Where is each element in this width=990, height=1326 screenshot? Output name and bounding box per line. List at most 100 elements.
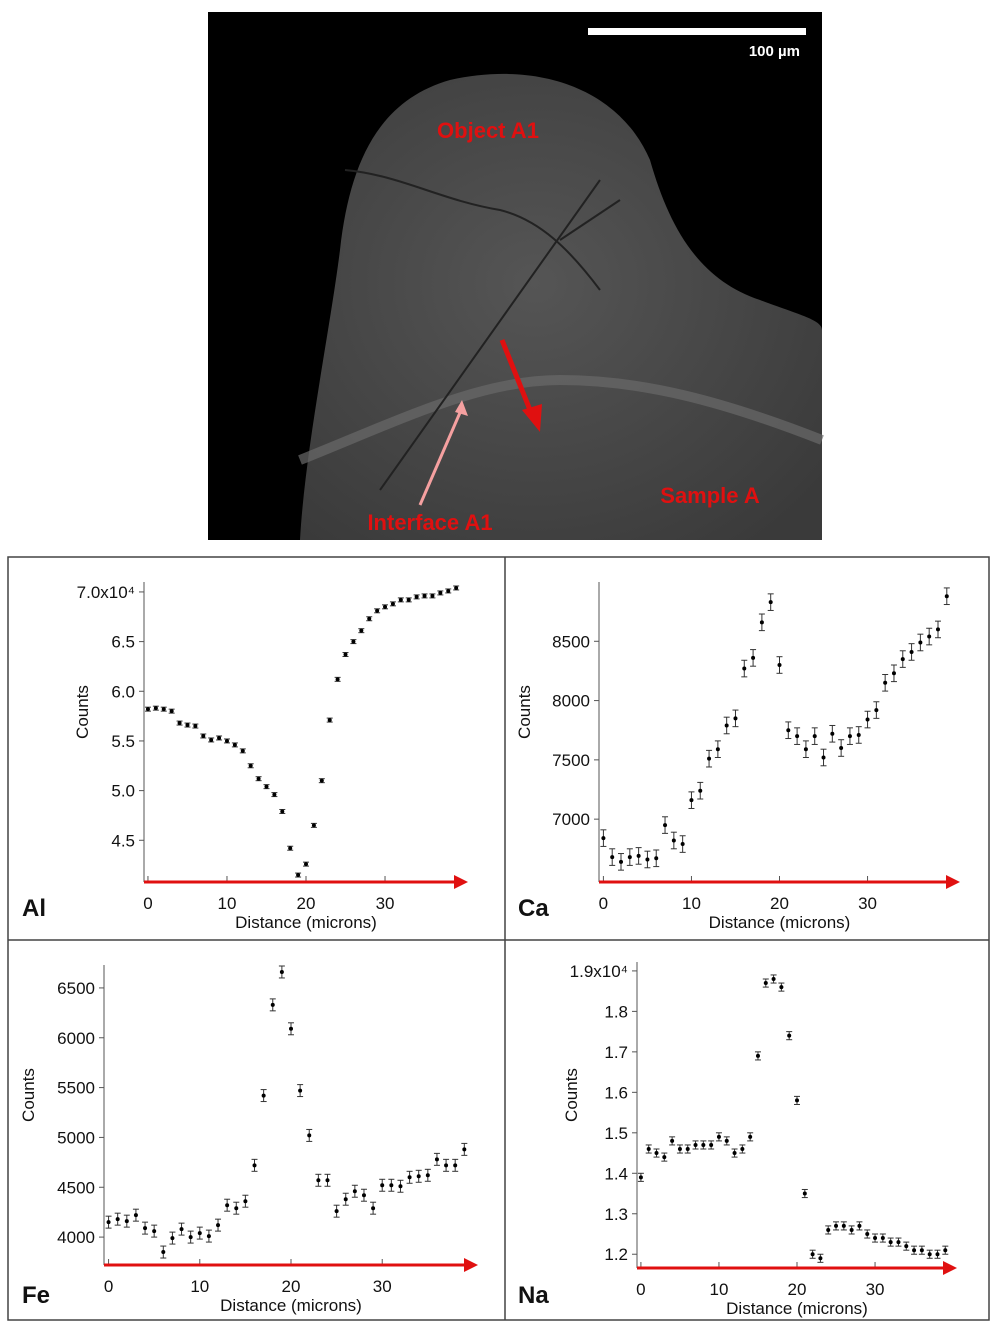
data-point [145, 707, 150, 712]
data-point [724, 723, 729, 728]
data-point [179, 1227, 184, 1232]
y-tick-label: 8000 [552, 692, 590, 711]
panel-label: Na [518, 1282, 549, 1309]
data-point [434, 1157, 439, 1162]
data-point [335, 677, 340, 682]
data-point [732, 1151, 737, 1156]
data-point [654, 856, 659, 861]
data-point [935, 1252, 940, 1257]
x-tick-label: 20 [770, 894, 789, 913]
data-point [304, 862, 308, 867]
region-label: Interface A1 [367, 510, 492, 535]
data-point [201, 733, 206, 738]
data-point [325, 1178, 330, 1183]
data-point [759, 620, 764, 625]
data-point [133, 1213, 138, 1218]
x-tick-label: 0 [636, 1280, 645, 1299]
data-point [645, 857, 650, 862]
data-point [193, 724, 198, 729]
panel-label: Ca [518, 895, 549, 922]
data-point [438, 590, 443, 595]
data-point [416, 1174, 421, 1179]
micrograph: 100 µm Object A1 Interface A1 Sample A [208, 12, 824, 541]
data-point [398, 1184, 403, 1189]
data-point [261, 1093, 266, 1098]
data-point [351, 639, 356, 644]
data-point [865, 717, 870, 722]
data-point [627, 855, 632, 860]
data-point [918, 640, 923, 645]
data-point [865, 1232, 870, 1236]
x-axis-label: Distance (microns) [220, 1296, 362, 1315]
y-tick-label: 1.2 [604, 1245, 628, 1264]
data-point [298, 1088, 303, 1093]
y-axis-label: Counts [19, 1068, 38, 1122]
data-point [709, 1142, 714, 1147]
y-tick-label: 5500 [57, 1079, 95, 1098]
y-tick-label: 7500 [552, 751, 590, 770]
data-point [896, 1240, 901, 1245]
region-label: Sample A [660, 483, 760, 508]
data-point [943, 1248, 948, 1253]
data-point [610, 855, 615, 860]
data-point [834, 1223, 839, 1228]
data-point [724, 1138, 729, 1143]
data-point [646, 1147, 651, 1151]
data-point [296, 873, 301, 878]
data-point [795, 1098, 799, 1103]
data-point [311, 823, 316, 828]
data-point [389, 1183, 394, 1188]
x-tick-label: 20 [282, 1277, 301, 1296]
data-point [779, 985, 784, 990]
y-tick-label: 1.6 [604, 1083, 628, 1102]
data-point [771, 977, 776, 981]
data-point [170, 1236, 175, 1241]
pointer-arrow [418, 407, 464, 506]
direction-arrow-head [522, 404, 542, 432]
scale-bar [588, 28, 806, 35]
data-point [334, 1209, 339, 1214]
data-point [671, 838, 676, 843]
data-point [106, 1220, 111, 1225]
data-point [935, 627, 940, 632]
data-point [601, 836, 606, 841]
data-point [216, 1223, 221, 1228]
data-point [188, 1235, 193, 1240]
data-point [115, 1217, 120, 1222]
data-point [361, 1193, 366, 1198]
data-point [919, 1248, 924, 1253]
x-tick-label: 0 [599, 894, 608, 913]
data-point [288, 846, 293, 851]
y-tick-label: 6.0 [111, 682, 135, 701]
data-point [177, 721, 182, 726]
data-point [795, 734, 800, 739]
data-point [444, 1163, 449, 1168]
data-point [680, 842, 685, 847]
x-axis-label: Distance (microns) [235, 913, 377, 932]
x-axis-arrow-head [943, 1261, 957, 1275]
data-point [670, 1138, 675, 1143]
direction-arrow [499, 339, 535, 416]
x-tick-label: 10 [218, 894, 237, 913]
data-point [763, 981, 768, 986]
data-point [786, 728, 791, 733]
data-point [777, 663, 782, 668]
y-tick-label: 4500 [57, 1178, 95, 1197]
data-point [234, 1206, 239, 1211]
data-point [802, 1191, 807, 1196]
x-axis-arrow-head [454, 875, 468, 889]
x-tick-label: 30 [866, 1280, 885, 1299]
data-point [185, 723, 190, 728]
y-tick-label: 6000 [57, 1029, 95, 1048]
data-point [689, 798, 694, 803]
data-point [453, 1163, 458, 1168]
data-point [904, 1244, 909, 1249]
x-axis-arrow-head [464, 1258, 478, 1272]
data-point [209, 737, 214, 742]
data-point [909, 649, 914, 654]
x-axis-label: Distance (microns) [709, 913, 851, 932]
data-point [367, 616, 372, 621]
data-point [279, 969, 284, 974]
data-point [153, 706, 158, 711]
